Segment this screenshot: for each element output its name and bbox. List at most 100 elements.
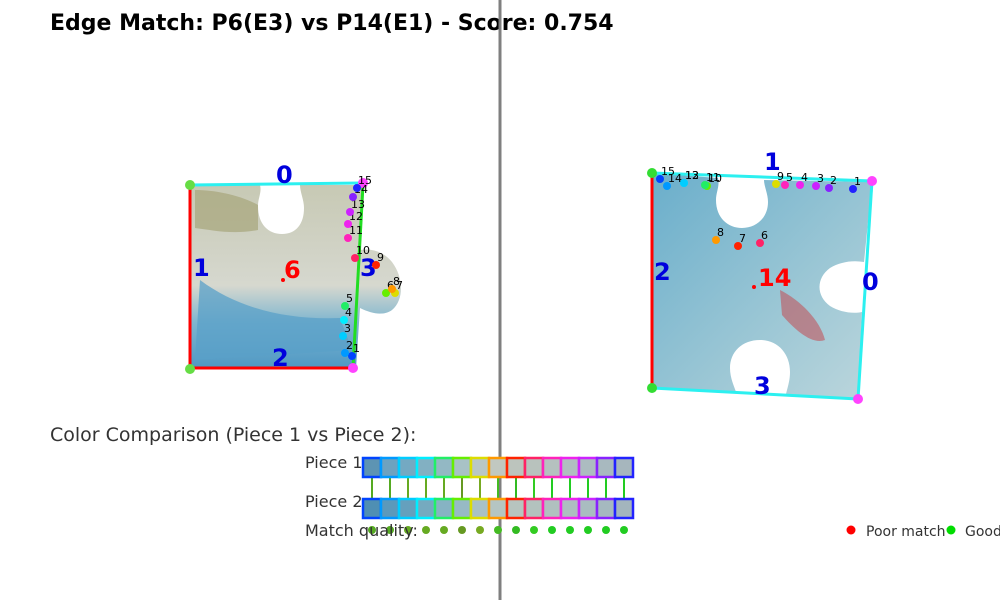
swatch-piece-2 [397,497,419,520]
swatch-piece-2 [577,497,599,520]
swatch-piece-2 [613,497,635,520]
piece-left-edge-label: 1 [193,254,210,282]
edge-point [825,184,833,192]
swatch-piece-2 [487,497,509,520]
swatch-piece-1 [559,456,581,479]
piece-right-corner [647,168,657,178]
match-quality-dot [386,526,394,534]
match-quality-dot [458,526,466,534]
edge-point-label: 3 [344,322,351,335]
match-quality-dot [368,526,376,534]
piece-right-id: 14 [758,264,791,292]
swatch-piece-1 [523,456,545,479]
edge-point-label: 1 [854,175,861,188]
edge-point-label: 14 [668,172,682,185]
swatch-piece-2 [505,497,527,520]
piece-left-land [195,190,258,233]
edge-point-label: 2 [830,174,837,187]
piece-left-corner [348,363,358,373]
swatch-piece-1 [595,456,617,479]
edge-point-label: 9 [377,251,384,264]
piece-left-corner [185,180,195,190]
match-quality-dot [512,526,520,534]
edge-point [734,242,742,250]
match-quality-dot [602,526,610,534]
edge-point [849,185,857,193]
piece-2-label: Piece 2 [305,492,363,511]
swatch-piece-1 [577,456,599,479]
swatch-piece-1 [487,456,509,479]
piece-right-corner [867,176,877,186]
swatch-piece-1 [505,456,527,479]
edge-point [680,179,688,187]
piece-right-red-mark [780,290,825,341]
swatch-piece-2 [469,497,491,520]
edge-point-label: 9 [777,170,784,183]
piece-right-corner [853,394,863,404]
swatch-piece-2 [379,497,401,520]
edge-point-label: 3 [817,172,824,185]
piece-right-edge-label: 1 [764,148,781,176]
piece-right-corner [647,383,657,393]
edge-point [339,332,347,340]
piece-right-edge-label: 2 [654,258,671,286]
edge-point [382,289,390,297]
match-quality-dot [404,526,412,534]
piece-left-edge-label: 2 [272,344,289,372]
piece-right-image [652,173,872,398]
piece-right-center [752,285,756,289]
match-quality-dot [566,526,574,534]
edge-point [388,285,396,293]
title: Edge Match: P6(E3) vs P14(E1) - Score: 0… [50,11,614,36]
match-quality-dot [530,526,538,534]
edge-point-label: 5 [786,171,793,184]
swatch-piece-1 [469,456,491,479]
edge-point [756,239,764,247]
edge-point [353,184,361,192]
color-comparison: Color Comparison (Piece 1 vs Piece 2): P… [50,424,1000,540]
edge-point-label: 11 [706,171,720,184]
swatch-piece-1 [613,456,635,479]
swatch-piece-1 [361,456,383,479]
edge-point [712,236,720,244]
edge-point-label: 5 [346,292,353,305]
edge-point-label: 15 [661,165,675,178]
match-quality-dot [476,526,484,534]
edge-point [344,220,352,228]
piece-left-id: 6 [284,256,301,284]
edge-point-label: 13 [351,198,365,211]
piece-right-edge-label: 0 [862,268,879,296]
piece-left-edge-label: 0 [276,161,293,189]
edge-point [346,208,354,216]
edge-point-label: 10 [708,172,722,185]
edge-point [340,316,348,324]
edge-point [796,181,804,189]
swatch-piece-1 [379,456,401,479]
swatch-piece-1 [397,456,419,479]
swatch-piece-2 [559,497,581,520]
swatch-piece-2 [523,497,545,520]
piece-right-edge-0 [856,180,874,400]
piece-right-edge-1 [651,171,873,183]
swatch-piece-1 [433,456,455,479]
edge-point [812,182,820,190]
match-quality-dot [494,526,502,534]
edge-point [701,181,709,189]
edge-point [372,261,380,269]
swatch-connectors [371,477,625,499]
edge-point-label: 10 [356,244,370,257]
piece-right-edge-label: 3 [754,372,771,400]
swatches-piece-1 [361,456,635,479]
match-quality-label: Match quality: [305,521,418,540]
piece-left-edge-0 [189,181,363,187]
match-quality-dots [368,526,628,534]
piece-left-edge-3 [351,184,365,369]
edge-point [781,181,789,189]
piece-left-water [195,280,352,360]
edge-point-label: 7 [396,279,403,292]
edge-point-label: 8 [393,275,400,288]
edge-point-label: 12 [685,169,699,182]
